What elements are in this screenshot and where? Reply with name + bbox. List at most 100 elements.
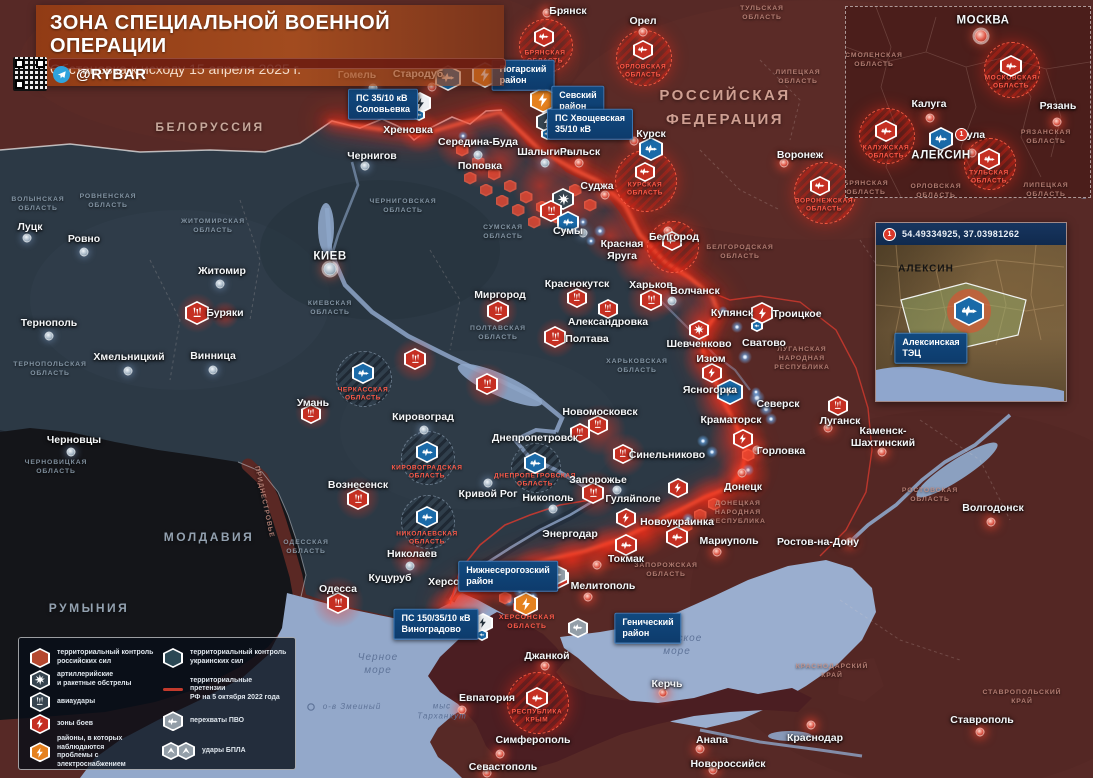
region-label: ЧЕРНИГОВСКАЯ ОБЛАСТЬ <box>369 197 437 214</box>
airstrike-icon <box>598 299 618 319</box>
city-label: Миргород <box>474 288 526 301</box>
strike-zone-label: КУРСКАЯ ОБЛАСТЬ <box>626 181 664 197</box>
air-defense-glow <box>570 226 580 236</box>
city-label: Ясногорка <box>682 383 738 396</box>
inset-aleksin-header: 1 54.49334925, 37.03981262 <box>876 223 1066 245</box>
air-defense-intercept-icon <box>524 452 546 474</box>
artillery-strike-icon <box>552 188 574 210</box>
city-label: Житомир <box>198 264 246 277</box>
power-outage-icon <box>514 592 538 616</box>
legend-item: удары БПЛА <box>162 740 287 762</box>
city-label: АЛЕКСИН <box>911 149 971 162</box>
region-label: ВОЛЫНСКАЯ ОБЛАСТЬ <box>11 195 65 212</box>
artillery-strike-red-icon <box>689 320 709 340</box>
airstrike-icon <box>570 423 590 443</box>
sea-label: мыс Тарханкут <box>417 701 467 721</box>
airstrike-icon <box>567 288 587 308</box>
region-label: ХЕРСОНСКАЯ ОБЛАСТЬ <box>498 613 556 630</box>
legend-item-label: территориальный контроль российских сил <box>57 649 154 665</box>
combat-cell-icon <box>479 183 493 197</box>
air-defense-intercept-icon <box>639 137 663 161</box>
city-dot <box>208 365 218 375</box>
strike-zone-label: НИКОЛАЕВСКАЯ ОБЛАСТЬ <box>396 530 458 546</box>
city-dot <box>975 727 985 737</box>
air-defense-glow <box>594 225 606 237</box>
airstrike-icon <box>327 592 349 614</box>
airstrike-icon <box>347 488 369 510</box>
airstrike-icon <box>540 200 562 222</box>
city-label: Горловка <box>756 444 806 457</box>
region-label: ЗАПОРОЖСКАЯ ОБЛАСТЬ <box>634 561 698 578</box>
city-label: Куцуруб <box>368 571 412 584</box>
inset-moscow-region: МОСКОВСКАЯ ОБЛАСТЬ КАЛУЖСКАЯ ОБЛАСТЬ ТУЛЬСКА… <box>845 6 1091 198</box>
city-label: Краснокутск <box>544 277 610 290</box>
city-dot <box>473 150 483 160</box>
airstrike-icon <box>582 482 604 504</box>
city-label: Волгодонск <box>962 501 1024 514</box>
city-label: Сватово <box>742 336 786 349</box>
city-label: Токмак <box>607 552 645 565</box>
region-label: БЕЛГОРОДСКАЯ ОБЛАСТЬ <box>706 243 774 260</box>
city-label: Купянск <box>710 306 754 319</box>
legend-item: зоны боев <box>29 713 154 735</box>
legend-item-label: районы, в которых наблюдаются проблемы с … <box>57 735 126 768</box>
city-dot <box>583 592 593 602</box>
air-defense-glow <box>765 413 777 425</box>
region-label: РОСТОВСКАЯ ОБЛАСТЬ <box>901 486 959 503</box>
city-dot <box>600 190 610 200</box>
air-defense-intercept-gray-icon <box>163 711 183 732</box>
city-dot <box>779 158 789 168</box>
city-dot <box>658 688 668 698</box>
airstrike-icon <box>404 348 426 370</box>
legend-item-label: авиаудары <box>57 697 96 705</box>
city-dot <box>22 233 32 243</box>
city-label: Донецк <box>724 480 762 493</box>
city-label: Сумы <box>552 224 584 237</box>
city-label: Симферополь <box>495 733 571 746</box>
city-dot <box>44 331 54 341</box>
line-legend-icon <box>162 679 184 701</box>
callout-box: Алексинская ТЭЦ <box>894 332 968 364</box>
city-label: Волчанск <box>670 284 720 297</box>
drone-strike-red-icon <box>615 534 637 556</box>
city-label: Кривой Рог <box>458 487 518 500</box>
city-dot <box>405 561 415 571</box>
air-defense-intercept-small-icon <box>476 629 488 641</box>
inset-moscow-overlay: МОСКОВСКАЯ ОБЛАСТЬ КАЛУЖСКАЯ ОБЛАСТЬ ТУЛЬСКА… <box>846 7 1090 197</box>
city-label: Винница <box>190 349 236 362</box>
rybar-handle: @RYBAR <box>76 66 147 83</box>
region-label: ЧЕРНОВИЦКАЯ ОБЛАСТЬ <box>24 458 88 475</box>
ukrainian-control-icon <box>163 648 183 668</box>
city-label: Хреновка <box>383 123 433 136</box>
combat-zone-icon <box>751 302 773 324</box>
uaControl-legend-icon <box>162 647 184 669</box>
city-label: Суджа <box>580 179 614 192</box>
combat-cell-icon <box>707 497 721 511</box>
city-label: Ставрополь <box>950 713 1014 726</box>
city-label: Каменск- Шахтинский <box>850 424 916 449</box>
city-label: Поповка <box>457 159 503 172</box>
map-legend: территориальный контроль российских сил ар… <box>18 637 296 770</box>
divider-bar <box>48 58 506 69</box>
airstrike-icon <box>640 289 662 311</box>
strike-glow <box>211 301 239 329</box>
power-legend-icon <box>29 741 51 763</box>
legend-item: районы, в которых наблюдаются проблемы с … <box>29 735 154 770</box>
legend-item: территориальный контроль украинских сил <box>162 647 287 669</box>
droneDouble-legend-icon <box>162 740 196 762</box>
city-label: Харьков <box>629 278 673 291</box>
city-label: Вознесенск <box>327 478 389 491</box>
air-defense-intercept-icon <box>352 362 374 384</box>
region-label: РЯЗАНСКАЯ ОБЛАСТЬ <box>1020 128 1072 145</box>
legend-item: авиаудары <box>29 691 154 713</box>
city-label: Северск <box>756 397 800 410</box>
strike-zone-circle <box>859 108 915 164</box>
drone-strike-red-icon <box>635 162 655 182</box>
combat-cell-icon <box>519 190 533 204</box>
strike-zone-label: МОСКОВСКАЯ ОБЛАСТЬ <box>984 74 1038 90</box>
combat-cell-icon <box>741 448 755 462</box>
country-label: РОССИЙСКАЯ ФЕДЕРАЦИЯ <box>659 87 791 128</box>
legend-item: артиллерийские и ракетные обстрелы <box>29 669 154 691</box>
city-dot <box>925 113 935 123</box>
